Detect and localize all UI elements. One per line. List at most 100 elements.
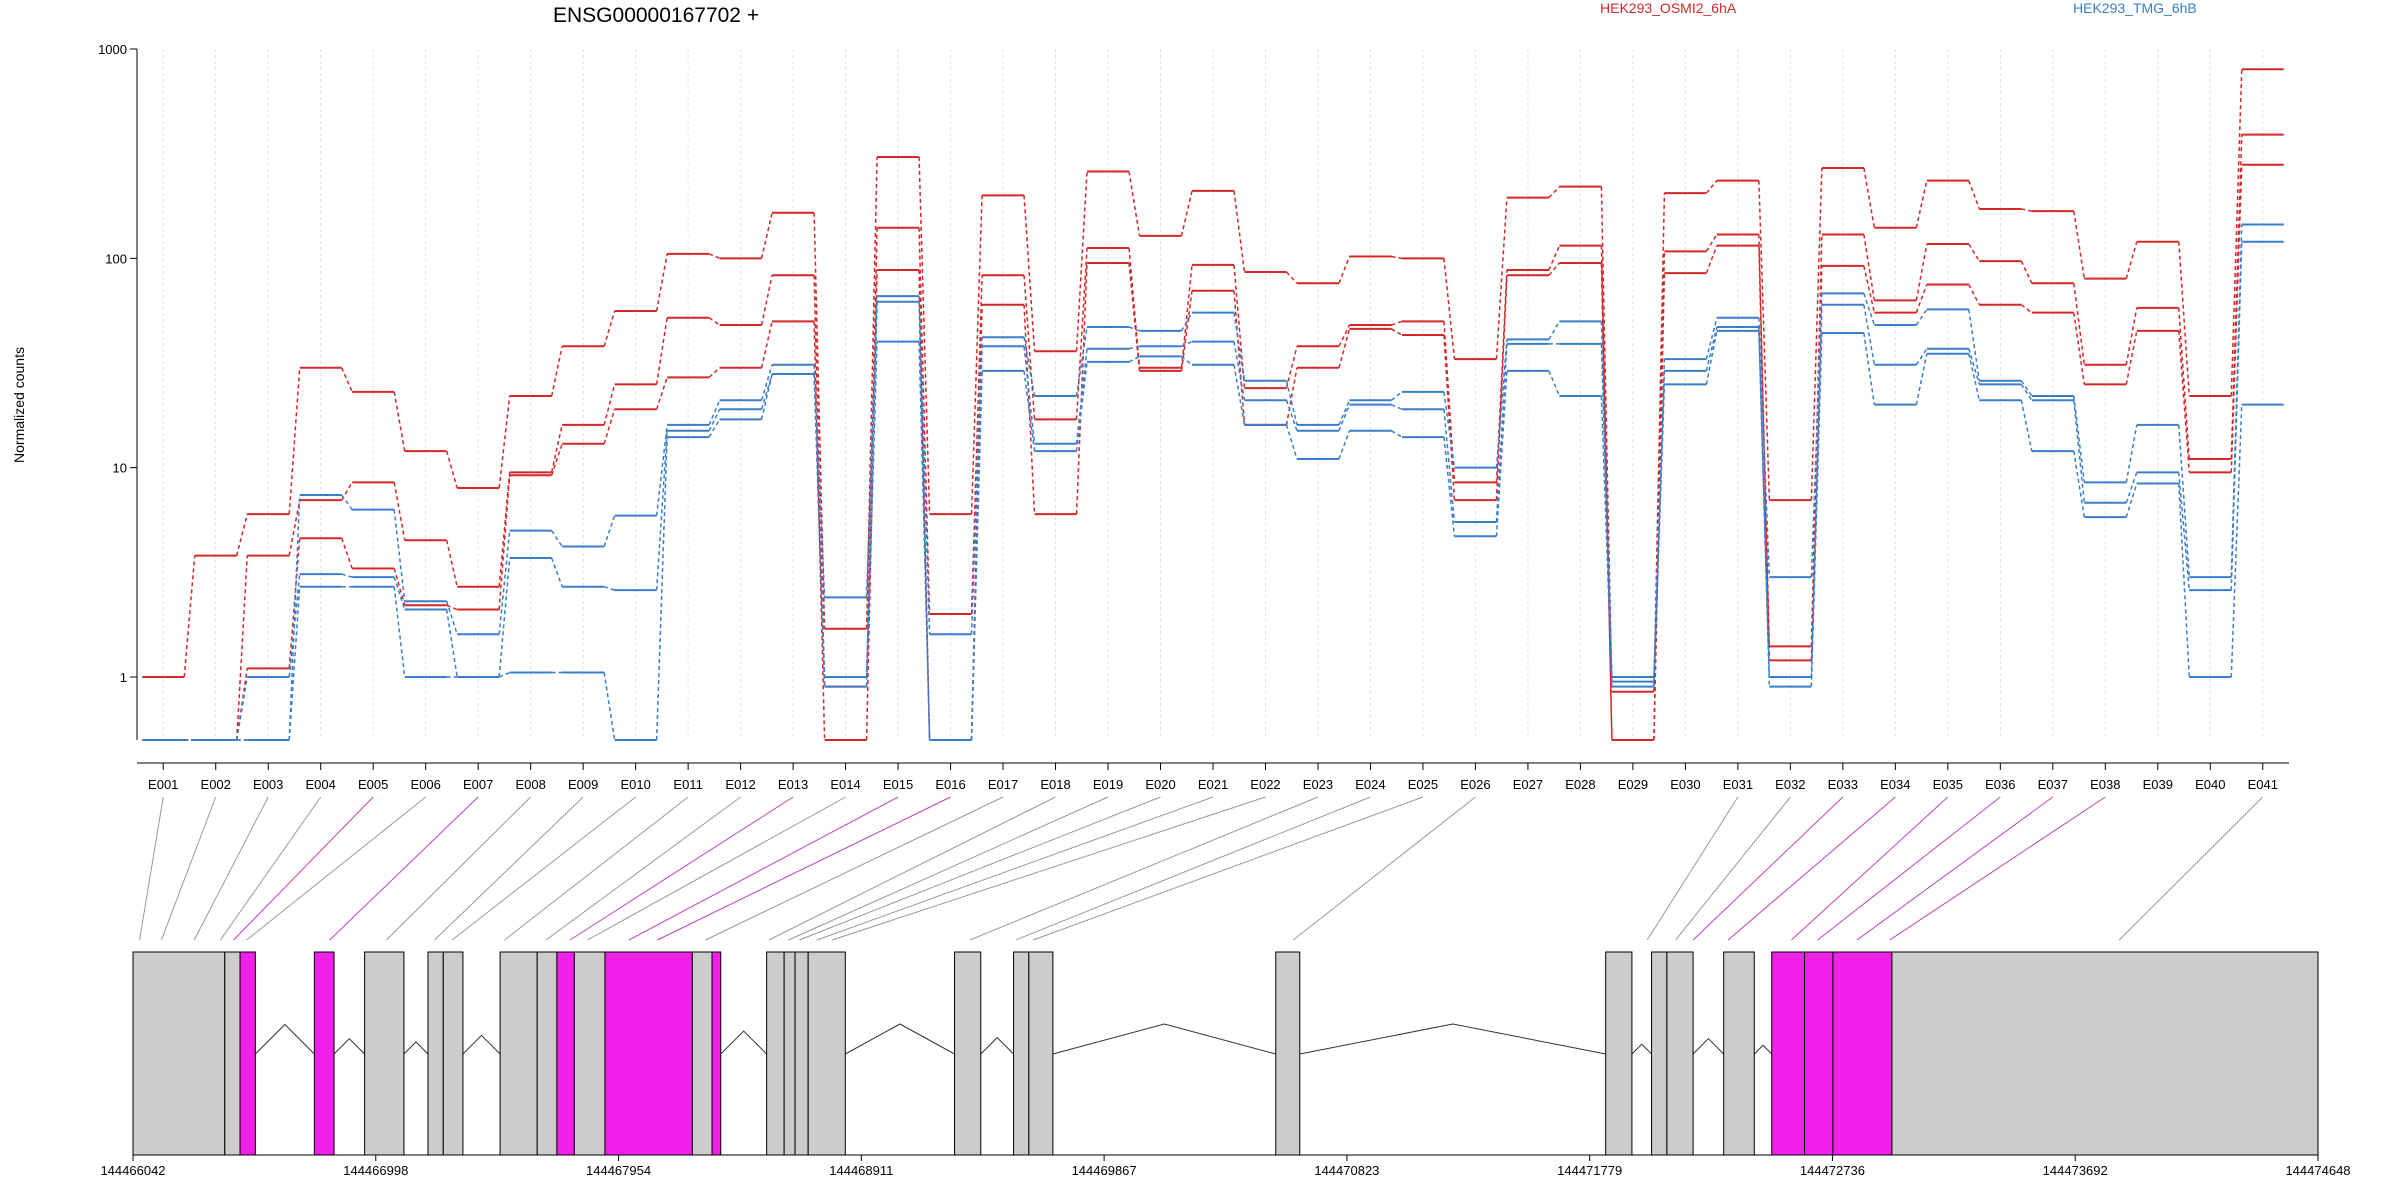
exon-box (499, 951, 538, 1156)
series-transition (1128, 326, 1140, 332)
x-tick-label: E034 (1880, 777, 1910, 792)
series-transition (1915, 243, 1928, 301)
exon-connector (219, 796, 322, 941)
series-transition (1180, 264, 1193, 368)
series-transition (1285, 424, 1298, 460)
series-transition (2178, 472, 2191, 591)
series-transition (1338, 324, 1351, 347)
exon-box (807, 951, 846, 1156)
series-transition (235, 513, 248, 556)
coordinate-label: 144474648 (2285, 1163, 2350, 1178)
series-transition (1443, 258, 1456, 360)
x-tick-label: E013 (778, 777, 808, 792)
exon-connector (160, 796, 217, 941)
series-transition (708, 253, 720, 260)
x-tick-label: E033 (1828, 777, 1858, 792)
intron-line (1052, 1023, 1276, 1055)
x-tick-label: E035 (1933, 777, 1963, 792)
series-transition (1233, 312, 1246, 381)
series-transition (1285, 399, 1298, 432)
series-transition (550, 557, 563, 587)
exon-connector (504, 796, 689, 941)
intron-line (255, 1023, 315, 1055)
x-tick-label: E030 (1670, 777, 1700, 792)
series-transition (1391, 328, 1403, 336)
exon-connector (1292, 796, 1476, 941)
series-transition (1548, 186, 1560, 199)
series-transition (865, 269, 878, 741)
series-transition (1338, 256, 1351, 284)
series-transition (288, 499, 301, 556)
series-transition (2178, 307, 2191, 460)
series-transition (1758, 180, 1771, 501)
series-transition (445, 609, 458, 678)
series-transition (1705, 326, 1718, 372)
series-transition (1915, 309, 1928, 326)
exon-box (1028, 951, 1054, 1156)
series-transition (1180, 190, 1193, 237)
series-transition (2178, 330, 2191, 473)
series-transition (2020, 383, 2033, 401)
series-transition (760, 373, 773, 420)
series-transition (2020, 380, 2033, 397)
series-transition (1075, 348, 1088, 444)
series-transition (2178, 424, 2191, 578)
intron-line (462, 1034, 501, 1055)
series-transition (918, 341, 931, 741)
gene-model: 144466042 144466998 144467954 144468911 1444… (100, 951, 2351, 1178)
series-transition (498, 530, 511, 635)
exon-box (536, 951, 558, 1156)
x-tick-label: E022 (1250, 777, 1280, 792)
exon-box (1651, 951, 1668, 1156)
intron-line (980, 1036, 1014, 1055)
series-transition (760, 364, 773, 401)
series-transition (498, 671, 510, 678)
series-transition (393, 391, 406, 452)
series-transition (1391, 255, 1403, 260)
exon-connector (1791, 796, 1949, 941)
y-axis: 1 10 100 1000 (98, 42, 138, 740)
coordinate-label: 144473692 (2043, 1163, 2108, 1178)
series-transition (708, 317, 721, 326)
coordinate-label: 144469867 (1072, 1163, 1137, 1178)
x-tick-label: E016 (935, 777, 965, 792)
exon-box (1275, 951, 1301, 1156)
series-transition (603, 672, 616, 741)
series-line (142, 68, 2284, 693)
series-transition (393, 482, 406, 541)
x-tick-label: E037 (2038, 777, 2068, 792)
x-tick-label: E040 (2195, 777, 2225, 792)
series-transition (1653, 193, 1666, 692)
series-transition (2125, 330, 2138, 385)
series-transition (1128, 262, 1141, 371)
exon-box-significant (1771, 951, 1806, 1156)
series-transition (655, 377, 668, 410)
exon-box (691, 951, 713, 1156)
intron-line (1631, 1043, 1652, 1055)
series-transition (655, 253, 668, 312)
series-transition (1495, 275, 1508, 501)
coordinate-label: 144471779 (1557, 1163, 1622, 1178)
exon-box (766, 951, 785, 1156)
exon-box (573, 951, 606, 1156)
series-transition (603, 310, 616, 347)
series-transition (1023, 195, 1036, 352)
coordinate-label: 144468911 (829, 1163, 893, 1178)
series-transition (1653, 384, 1666, 687)
series-transition (288, 494, 301, 741)
chart-title: ENSG00000167702 + (553, 4, 759, 27)
intron-line (403, 1041, 429, 1055)
x-tick-label: E004 (306, 777, 336, 792)
exon-box-significant (711, 951, 722, 1156)
series-transition (1023, 337, 1036, 397)
series-transition (2125, 483, 2138, 518)
x-tick-label: E029 (1618, 777, 1648, 792)
series-transition (1495, 339, 1508, 468)
coordinate-label: 144466998 (343, 1163, 408, 1178)
series-transition (1705, 245, 1718, 274)
series-transition (1810, 332, 1823, 687)
series-line (142, 240, 2284, 741)
series-transition (341, 367, 353, 393)
series-transition (865, 341, 878, 687)
series-transition (655, 437, 668, 741)
